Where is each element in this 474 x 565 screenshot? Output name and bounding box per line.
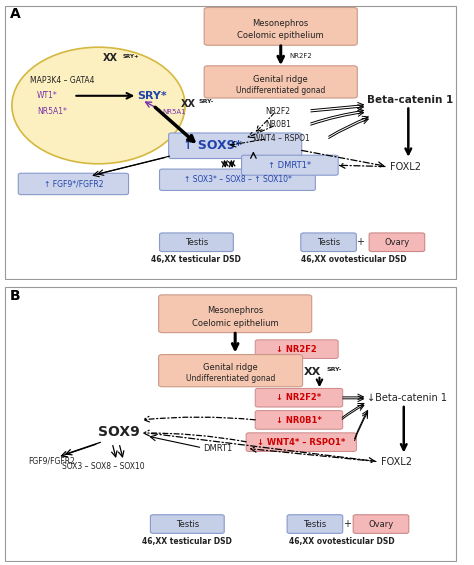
Text: ↑ FGF9*/FGFR2: ↑ FGF9*/FGFR2 — [44, 180, 103, 189]
Text: ↑ SOX3* – SOX8 – ↑ SOX10*: ↑ SOX3* – SOX8 – ↑ SOX10* — [183, 175, 292, 184]
Text: Ovary: Ovary — [368, 520, 393, 529]
FancyBboxPatch shape — [255, 388, 343, 407]
FancyBboxPatch shape — [287, 515, 343, 533]
FancyBboxPatch shape — [18, 173, 128, 194]
Text: Undifferentiated gonad: Undifferentiated gonad — [236, 86, 326, 95]
Text: 46,XX testicular DSD: 46,XX testicular DSD — [152, 255, 241, 264]
Text: Genital ridge: Genital ridge — [254, 75, 308, 84]
Text: SRY-: SRY- — [199, 99, 214, 105]
FancyBboxPatch shape — [255, 340, 338, 358]
Text: Testis: Testis — [303, 520, 327, 529]
Text: Testis: Testis — [317, 238, 340, 247]
Text: DMRT1: DMRT1 — [203, 444, 233, 453]
Text: FGF9/FGFR2: FGF9/FGFR2 — [28, 457, 75, 466]
Text: NR0B1: NR0B1 — [265, 120, 291, 129]
Text: FOXL2: FOXL2 — [390, 162, 421, 172]
FancyBboxPatch shape — [204, 7, 357, 45]
Text: Genital ridge: Genital ridge — [203, 363, 258, 372]
Text: Coelomic epithelium: Coelomic epithelium — [237, 31, 324, 40]
Text: ↓ WNT4* – RSPO1*: ↓ WNT4* – RSPO1* — [257, 438, 346, 447]
Text: 46,XX ovotesticular DSD: 46,XX ovotesticular DSD — [290, 537, 395, 546]
Text: +: + — [356, 237, 365, 247]
Text: SRY*: SRY* — [137, 91, 167, 101]
Text: +: + — [343, 519, 351, 529]
Text: Undifferentiated gonad: Undifferentiated gonad — [186, 375, 275, 384]
Text: NR2F2: NR2F2 — [265, 107, 290, 116]
FancyBboxPatch shape — [160, 169, 315, 190]
Ellipse shape — [12, 47, 185, 164]
Text: Ovary: Ovary — [384, 238, 410, 247]
Text: 46,XX testicular DSD: 46,XX testicular DSD — [142, 537, 232, 546]
Text: XX: XX — [303, 367, 321, 377]
FancyBboxPatch shape — [159, 295, 312, 333]
Text: ↓ NR2F2: ↓ NR2F2 — [276, 345, 317, 354]
FancyBboxPatch shape — [159, 355, 302, 387]
Text: NR5A1: NR5A1 — [162, 110, 186, 115]
FancyBboxPatch shape — [353, 515, 409, 533]
Text: SRY-: SRY- — [326, 367, 342, 372]
FancyBboxPatch shape — [160, 233, 233, 251]
Text: SRY+: SRY+ — [123, 54, 139, 59]
Text: Coelomic epithelium: Coelomic epithelium — [192, 319, 279, 328]
FancyBboxPatch shape — [204, 66, 357, 98]
Text: MAP3K4 – GATA4: MAP3K4 – GATA4 — [30, 76, 95, 85]
Text: WT1*: WT1* — [37, 92, 58, 100]
FancyBboxPatch shape — [246, 433, 356, 451]
FancyBboxPatch shape — [301, 233, 356, 251]
Text: Beta-catenin 1: Beta-catenin 1 — [367, 95, 454, 105]
Text: Mesonephros: Mesonephros — [207, 306, 263, 315]
Text: A: A — [9, 7, 20, 21]
FancyBboxPatch shape — [169, 133, 301, 159]
Text: ↓ NR0B1*: ↓ NR0B1* — [276, 416, 322, 424]
FancyBboxPatch shape — [255, 411, 343, 429]
FancyBboxPatch shape — [369, 233, 425, 251]
Text: NR5A1*: NR5A1* — [37, 107, 67, 116]
Text: Mesonephros: Mesonephros — [253, 19, 309, 28]
Text: ↑ SOX9*: ↑ SOX9* — [183, 139, 242, 152]
Text: WNT4 – RSPO1: WNT4 – RSPO1 — [254, 134, 310, 144]
Text: XX: XX — [103, 53, 118, 63]
Text: Testis: Testis — [185, 238, 208, 247]
Text: B: B — [9, 289, 20, 303]
Text: SOX3 – SOX8 – SOX10: SOX3 – SOX8 – SOX10 — [62, 462, 145, 471]
FancyBboxPatch shape — [242, 155, 338, 175]
Text: ↑ DMRT1*: ↑ DMRT1* — [268, 160, 311, 170]
Text: SOX9: SOX9 — [98, 425, 140, 439]
Text: XX: XX — [181, 99, 195, 109]
Text: NR2F2: NR2F2 — [290, 53, 312, 59]
Text: ↓ NR2F2*: ↓ NR2F2* — [276, 393, 321, 402]
FancyBboxPatch shape — [150, 515, 224, 533]
Text: 46,XX ovotesticular DSD: 46,XX ovotesticular DSD — [301, 255, 406, 264]
Text: Testis: Testis — [176, 520, 199, 529]
Text: ↓Beta-catenin 1: ↓Beta-catenin 1 — [367, 393, 447, 403]
Text: FOXL2: FOXL2 — [381, 457, 412, 467]
